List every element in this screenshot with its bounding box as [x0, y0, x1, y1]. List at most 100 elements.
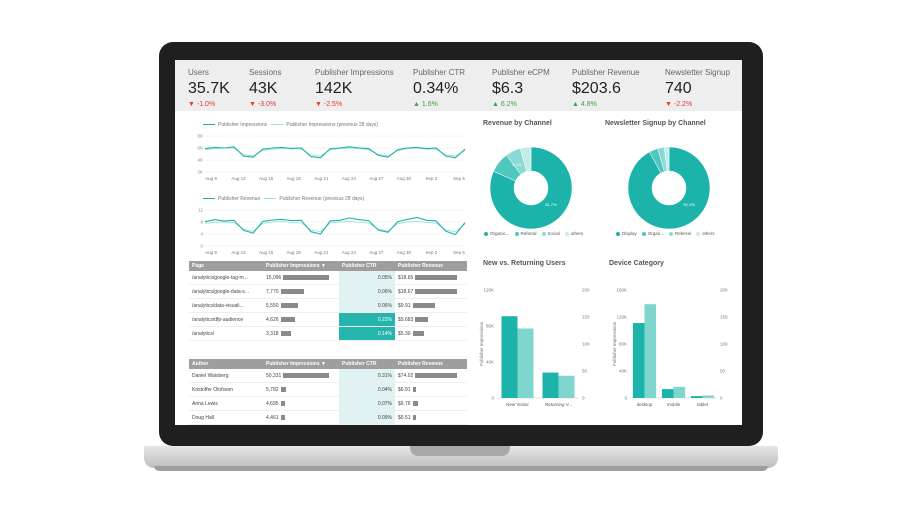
impressions-bar: [280, 316, 295, 322]
revenue-cell: $18.67: [395, 284, 467, 299]
column-header-impressions[interactable]: Publisher Impressions ▼: [263, 359, 339, 369]
column-header-page[interactable]: Page: [189, 261, 263, 271]
x-tick-label: Aug 24: [342, 250, 357, 255]
donut-slice: [519, 146, 532, 172]
column-header-author[interactable]: Author: [189, 359, 263, 369]
kpi-publisher-impressions[interactable]: Publisher Impressions 142K ▼ -2.5%: [315, 68, 394, 108]
slice-percent-label: 92.1%: [683, 202, 695, 207]
legend-item: others: [560, 231, 583, 236]
legend-label-current: Publisher Impressions: [218, 122, 268, 128]
y-tick-label-right: 200: [720, 288, 728, 293]
kpi-change: ▲ 1.6%: [413, 101, 438, 108]
kpi-publisher-revenue[interactable]: Publisher Revenue $203.6 ▲ 4.8%: [572, 68, 640, 108]
kpi-value: 142K: [315, 80, 353, 97]
legend-dot: [669, 231, 674, 236]
row-label: /analytics/google-data-s...: [189, 284, 263, 299]
kpi-publisher-ctr[interactable]: Publisher CTR 0.34% ▲ 1.6%: [413, 68, 465, 108]
table-row[interactable]: /analytics/dfp-audience 4,626 0.22% $5.683: [189, 312, 467, 327]
dashboard-screen: Users 35.7K ▼ -1.0% Sessions 43K ▼ -3.0%…: [175, 60, 742, 425]
legend-label: Display: [622, 231, 637, 236]
revenue-value: $18.67: [398, 288, 414, 295]
y-tick-label-left: 120K: [616, 315, 627, 320]
bar-revenue: [558, 375, 575, 398]
impressions-bar: [280, 414, 285, 420]
y-tick-label-left: 0: [491, 396, 494, 401]
x-tick-label: Returning V...: [545, 402, 572, 407]
y-tick-label-right: 0: [720, 396, 723, 401]
column-header-ctr[interactable]: Publisher CTR: [339, 359, 395, 369]
y-tick-label-left: 40K: [619, 369, 627, 374]
bar-revenue: [702, 395, 715, 398]
legend-item: Organ...: [637, 231, 664, 236]
table-row[interactable]: /analytics/data-visuali... 5,550 0.06% $9.9…: [189, 298, 467, 313]
bar-revenue: [517, 328, 534, 398]
ctr-cell: 0.06%: [339, 284, 395, 299]
x-tick-label: Aug 30: [397, 250, 412, 255]
revenue-cell: $9.76: [395, 396, 467, 411]
impressions-bar: [280, 288, 304, 294]
legend-item: Referral: [664, 231, 691, 236]
column-header-revenue[interactable]: Publisher Revenue: [395, 359, 467, 369]
kpi-sessions[interactable]: Sessions 43K ▼ -3.0%: [249, 68, 281, 108]
ctr-cell: 0.05%: [339, 271, 395, 285]
legend-dot: [514, 231, 519, 236]
kpi-value: $203.6: [572, 80, 621, 97]
slice-percent-label: 81.7%: [545, 202, 557, 207]
ctr-cell: 0.22%: [339, 312, 395, 327]
table-row[interactable]: /analytics/google-data-s... 7,770 0.06% $18…: [189, 284, 467, 299]
down-arrow-icon: ▼: [249, 101, 256, 108]
table-row[interactable]: Kristoffer Olofsson 5,782 0.04% $6.91: [189, 382, 467, 397]
down-arrow-icon: ▼: [665, 101, 672, 108]
revenue-line-chart: Publisher Revenue Publisher Revenue (pre…: [189, 194, 469, 256]
impressions-value: 50,331: [266, 372, 282, 379]
legend-dot: [641, 231, 646, 236]
x-tick-label: Aug 18: [287, 250, 302, 255]
y-axis-label: Publisher Impressions: [479, 321, 484, 366]
kpi-change: ▼ -2.2%: [665, 101, 693, 108]
up-arrow-icon: ▲: [413, 101, 420, 108]
impressions-value: 4,461: [266, 414, 279, 421]
table-row[interactable]: /analytics/3,318 0.14% $5.30: [189, 326, 467, 341]
kpi-newsletter-signup[interactable]: Newsletter Signup 740 ▼ -2.2%: [665, 68, 730, 108]
table-row[interactable]: /analytics/google-tag-m... 15,096 0.05% $18…: [189, 271, 467, 285]
kpi-change: ▲ 6.2%: [492, 101, 517, 108]
legend-label-previous: Publisher Impressions (previous 28 days): [286, 122, 379, 128]
column-header-ctr[interactable]: Publisher CTR: [339, 261, 395, 271]
kpi-value: 35.7K: [188, 80, 230, 97]
kpi-label: Newsletter Signup: [665, 68, 730, 77]
kpi-value: 0.34%: [413, 80, 459, 97]
bar-impressions: [661, 389, 674, 398]
y-tick-label: 2K: [197, 170, 203, 175]
x-tick-label: Aug 15: [259, 176, 274, 181]
slice-percent-label: 8.1%: [512, 162, 522, 167]
column-header-revenue[interactable]: Publisher Revenue: [395, 261, 467, 271]
y-tick-label: 0: [200, 244, 203, 249]
table-row[interactable]: Anna Lewis 4,695 0.07% $9.76: [189, 396, 467, 411]
column-header-impressions[interactable]: Publisher Impressions ▼: [263, 261, 339, 271]
y-tick-label-right: 0: [582, 396, 585, 401]
impressions-cell: 7,770: [263, 284, 339, 299]
ctr-cell: 0.09%: [339, 410, 395, 425]
impressions-value: 15,096: [266, 274, 282, 281]
donut-slice: [627, 146, 711, 230]
impressions-bar: [280, 400, 285, 406]
y-tick-label-right: 150: [582, 315, 590, 320]
impressions-value: 3,318: [266, 330, 279, 337]
x-tick-label: Aug 30: [397, 176, 412, 181]
page-table: Page Publisher Impressions ▼ Publisher C…: [189, 261, 467, 341]
revenue-bar: [415, 316, 428, 322]
kpi-users[interactable]: Users 35.7K ▼ -1.0%: [188, 68, 230, 108]
revenue-cell: $6.91: [395, 382, 467, 397]
ctr-cell: 0.14%: [339, 326, 395, 341]
kpi-label: Publisher CTR: [413, 68, 466, 77]
revenue-bar: [415, 274, 458, 280]
table-row[interactable]: Doug Hall 4,461 0.09% $6.51: [189, 410, 467, 425]
kpi-publisher-ecpm[interactable]: Publisher eCPM $6.3 ▲ 6.2%: [492, 68, 550, 108]
impressions-bar: [283, 372, 330, 378]
y-tick-label-left: 80K: [486, 324, 494, 329]
impressions-bar: [280, 386, 286, 392]
impressions-cell: 5,550: [263, 298, 339, 313]
x-tick-label: mobile: [667, 402, 681, 407]
table-row[interactable]: Daniel Waisberg 50,331 0.31% $74.02: [189, 369, 467, 383]
row-label: Kristoffer Olofsson: [189, 382, 263, 397]
